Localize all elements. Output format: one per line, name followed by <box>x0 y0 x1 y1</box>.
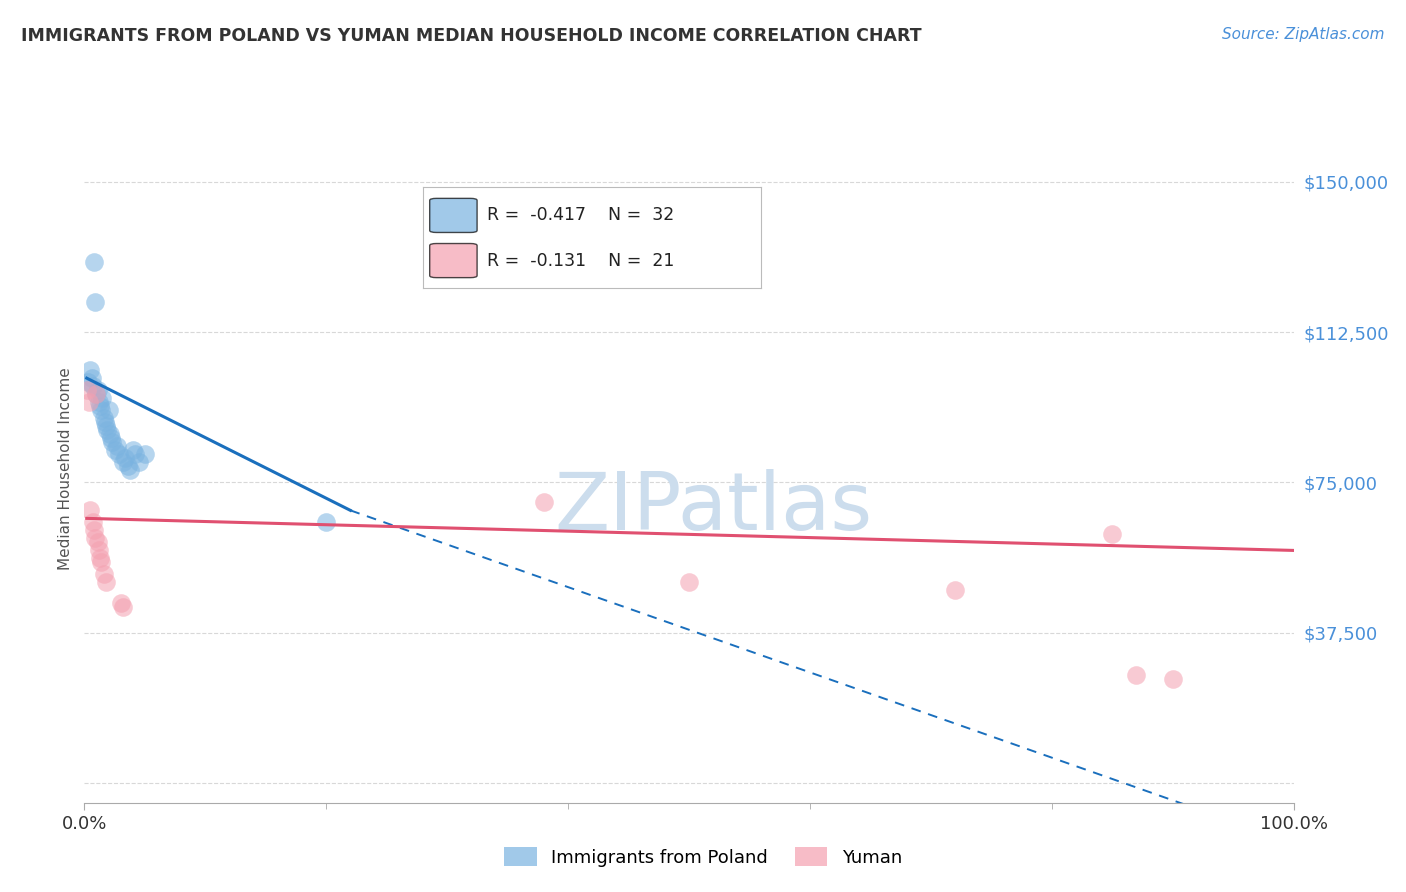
Y-axis label: Median Household Income: Median Household Income <box>58 367 73 570</box>
Point <box>84 295 107 310</box>
Point <box>117 459 139 474</box>
Point <box>112 599 135 614</box>
Point <box>82 379 104 393</box>
Point <box>89 399 111 413</box>
Text: ZIPatlas: ZIPatlas <box>554 469 872 548</box>
Point <box>76 383 98 397</box>
Legend: Immigrants from Poland, Yuman: Immigrants from Poland, Yuman <box>496 840 910 874</box>
Point <box>120 463 142 477</box>
Point <box>90 556 112 570</box>
Point <box>86 387 108 401</box>
Point <box>86 383 108 397</box>
Point <box>89 551 111 566</box>
Point <box>83 524 105 538</box>
Text: R =  -0.417    N =  32: R = -0.417 N = 32 <box>488 206 675 225</box>
Point <box>114 451 136 466</box>
Point <box>533 495 555 509</box>
Point <box>97 403 120 417</box>
Point <box>77 395 100 409</box>
Point <box>79 503 101 517</box>
Point <box>86 387 108 401</box>
Point <box>86 535 108 549</box>
Point <box>1101 527 1123 541</box>
Point <box>943 583 966 598</box>
FancyBboxPatch shape <box>430 244 477 277</box>
Point <box>100 431 122 445</box>
Text: Source: ZipAtlas.com: Source: ZipAtlas.com <box>1222 27 1385 42</box>
Point <box>87 395 110 409</box>
Point <box>90 403 112 417</box>
Point <box>87 543 110 558</box>
Point <box>112 455 135 469</box>
Point <box>93 567 115 582</box>
Point <box>96 423 118 437</box>
Point <box>124 447 146 461</box>
Point <box>79 363 101 377</box>
Point <box>83 255 105 269</box>
Point <box>93 411 115 425</box>
Point <box>94 415 117 429</box>
Point <box>98 427 121 442</box>
Text: R =  -0.131    N =  21: R = -0.131 N = 21 <box>488 252 675 269</box>
Point <box>110 595 132 609</box>
Point <box>1161 672 1184 686</box>
Point <box>94 419 117 434</box>
Point <box>1125 667 1147 681</box>
Point <box>91 391 114 405</box>
Point <box>104 443 127 458</box>
Point <box>101 435 124 450</box>
Point <box>678 575 700 590</box>
Point <box>77 375 100 389</box>
Point <box>121 443 143 458</box>
Text: IMMIGRANTS FROM POLAND VS YUMAN MEDIAN HOUSEHOLD INCOME CORRELATION CHART: IMMIGRANTS FROM POLAND VS YUMAN MEDIAN H… <box>21 27 922 45</box>
Point <box>134 447 156 461</box>
Point <box>94 575 117 590</box>
Point <box>105 439 128 453</box>
Point <box>315 516 337 530</box>
Point <box>80 371 103 385</box>
Point <box>108 447 131 461</box>
Point <box>82 516 104 530</box>
FancyBboxPatch shape <box>430 198 477 233</box>
Point <box>84 532 107 546</box>
Point <box>128 455 150 469</box>
